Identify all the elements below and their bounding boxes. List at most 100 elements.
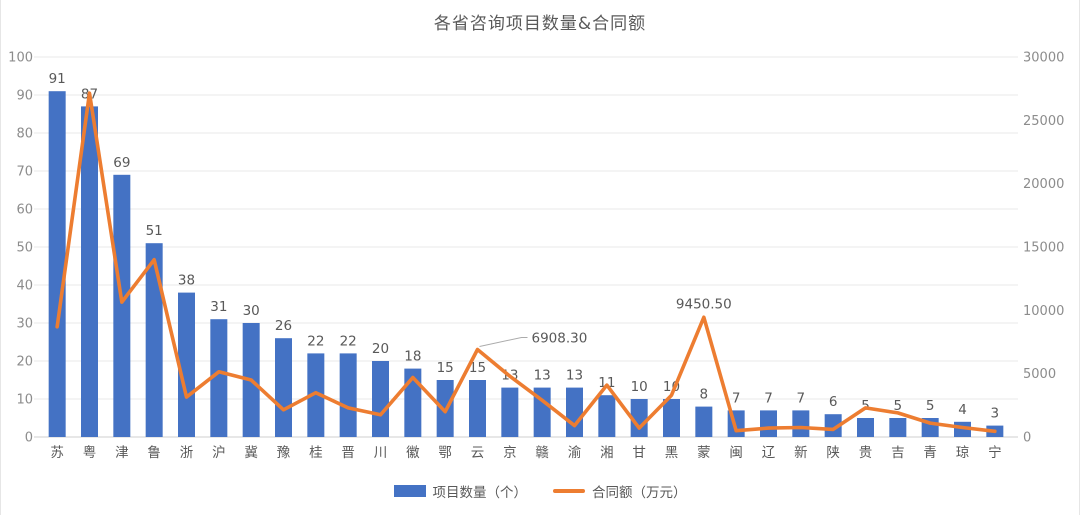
y-axis-left-tick-label: 90 [16,89,33,104]
x-axis-category-label: 蒙 [697,445,711,461]
bar [792,410,810,437]
bar-value-label: 31 [210,299,227,315]
bar-series-swatch-icon [393,485,426,497]
x-axis-category-label: 青 [923,445,937,461]
x-axis-category-label: 黑 [665,445,679,461]
bar [501,387,519,437]
bar [81,106,98,438]
line-point-annotation: 6908.30 [532,330,588,346]
x-axis-category-label: 浙 [180,445,194,461]
bar-value-label: 15 [437,360,454,376]
bar-value-label: 13 [534,368,551,384]
legend-item-projects: 项目数量（个） [393,481,528,501]
x-axis-category-label: 新 [794,445,808,461]
bar [760,410,777,437]
x-axis-category-label: 津 [115,445,129,461]
bar-value-label: 13 [566,368,583,384]
bar [630,399,648,437]
y-axis-right-tick-label: 15000 [1023,241,1064,256]
bar [178,292,195,437]
bar [113,174,131,438]
gridlines [34,56,1018,438]
bar-value-label: 7 [732,390,741,406]
bar [469,380,486,437]
bar-series [48,91,1004,438]
x-axis-category-label: 贵 [859,445,873,461]
x-axis-category-label: 苏 [50,445,64,461]
y-axis-right-tick-label: 10000 [1023,304,1064,319]
x-axis-category-label: 吉 [891,445,905,461]
bar-value-label: 51 [146,223,163,239]
x-axis-category-label: 晋 [341,445,355,461]
y-axis-left-tick-label: 30 [16,317,33,332]
x-axis-category-label: 甘 [632,445,646,461]
line-series [55,91,997,434]
x-axis-category-label: 桂 [309,445,323,461]
x-axis-category-label: 湘 [600,445,614,461]
y-axis-left-tick-label: 50 [16,241,33,256]
bar-value-label: 30 [243,303,260,319]
bar-value-label: 5 [894,398,903,414]
chart-title: 各省咨询项目数量&合同额 [433,14,647,34]
y-axis-left-tick-label: 60 [16,203,33,218]
x-axis-category-label: 宁 [988,444,1002,461]
legend-item-contract: 合同额（万元） [553,481,687,501]
x-axis-category-label: 渝 [568,445,582,461]
bar [275,338,292,437]
bar-value-label: 3 [991,406,1000,422]
bar-value-label: 8 [700,387,709,403]
y-axis-left-tick-label: 20 [16,355,33,370]
bar-value-label: 10 [631,379,648,395]
chart-plot-area: 0 10 20 30 40 50 60 70 80 90 100 0 5000 10000 15000 200… [8,51,1064,462]
y-axis-left-tick-label: 0 [25,431,33,446]
x-axis-category-label: 川 [374,445,388,461]
x-axis-category-label: 徽 [406,445,420,461]
x-axis-category-label: 沪 [212,445,226,461]
bar [145,243,163,437]
bar [566,387,583,437]
x-axis-category-label: 鄂 [438,445,452,461]
x-axis-category-label: 冀 [244,445,258,461]
y-axis-left-tick-label: 10 [16,393,33,408]
line-point-annotation: 9450.50 [676,296,732,312]
line-series-swatch-icon [553,489,585,493]
x-axis-category-label: 陕 [826,445,840,461]
bar [339,353,357,437]
y-axis-left-tick-label: 70 [16,165,33,180]
y-axis-right-tick-label: 25000 [1023,114,1064,129]
bar-value-label: 6 [829,394,838,410]
bar-value-label: 5 [861,398,870,414]
legend-label-projects: 项目数量（个） [432,485,528,501]
x-axis-category-label: 闽 [729,445,743,461]
x-axis-category-label: 云 [471,445,485,461]
bar-value-label: 38 [178,273,195,289]
annotation-leader-line [479,336,528,347]
x-axis-category-label: 鲁 [147,445,161,461]
bar [307,353,325,437]
bar [533,387,551,437]
bar [210,319,228,437]
x-axis-category-label: 赣 [535,445,549,461]
y-axis-right-tick-label: 5000 [1023,367,1056,382]
bar-value-label: 4 [958,402,967,418]
bar [695,406,713,437]
bar [48,91,66,437]
x-axis-category-label: 豫 [277,445,291,461]
bar [857,418,874,437]
bar-value-label: 22 [340,333,357,349]
bar [889,418,907,437]
bar-value-label: 91 [49,71,66,87]
bar-value-label: 26 [275,318,292,334]
bar-value-label: 11 [598,375,615,391]
bar [663,399,680,437]
bar-value-label: 15 [469,360,486,376]
x-axis-category-label: 京 [503,445,517,461]
bar-value-label: 7 [764,390,773,406]
bar-value-label: 7 [797,390,806,406]
bar [598,395,616,437]
bar-value-label: 22 [307,333,324,349]
bar-value-label: 5 [926,398,935,414]
bar-value-label: 69 [113,155,130,171]
x-axis-category-label: 粤 [83,445,97,461]
